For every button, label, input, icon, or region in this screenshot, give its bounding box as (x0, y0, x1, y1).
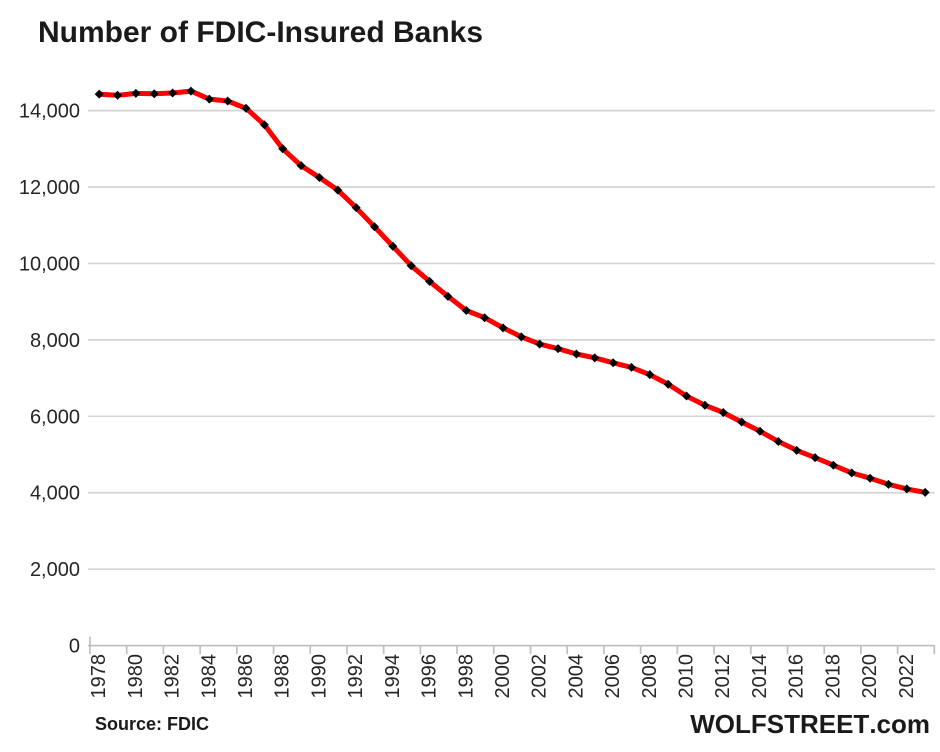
data-point-marker (186, 86, 196, 96)
data-point-marker (865, 473, 875, 483)
data-point-marker (333, 185, 343, 195)
data-point-marker (296, 161, 306, 171)
x-axis-label: 2012 (712, 654, 734, 699)
x-axis-label: 1992 (345, 654, 367, 699)
data-point-marker (626, 362, 636, 372)
data-point-marker (792, 445, 802, 455)
chart-title: Number of FDIC-Insured Banks (38, 16, 484, 49)
data-point-marker (755, 426, 765, 436)
y-axis-label: 12,000 (19, 177, 80, 199)
data-point-marker (847, 468, 857, 478)
data-point-marker (425, 276, 435, 286)
x-axis-label: 2010 (676, 654, 698, 699)
x-axis-label: 1998 (455, 654, 477, 699)
data-point-marker (553, 344, 563, 354)
source-note: Source: FDIC (95, 714, 210, 734)
y-axis-label: 4,000 (30, 483, 80, 505)
data-point-marker (406, 261, 416, 271)
data-point-marker (278, 144, 288, 154)
x-axis-label: 2022 (896, 654, 918, 699)
x-axis-label: 1982 (162, 654, 184, 699)
data-point-marker (149, 89, 159, 99)
data-point-marker (516, 332, 526, 342)
data-point-marker (204, 94, 214, 104)
data-point-marker (498, 323, 508, 333)
data-point-marker (351, 203, 361, 213)
data-point-marker (259, 120, 269, 130)
data-point-marker (223, 96, 233, 106)
brand-name: WOLFSTREET (690, 709, 870, 739)
data-point-marker (480, 313, 490, 323)
x-axis-label: 2006 (602, 654, 624, 699)
data-point-marker (571, 349, 581, 359)
data-point-marker (718, 407, 728, 417)
data-point-marker (370, 222, 380, 232)
data-point-marker (131, 88, 141, 98)
data-point-marker (828, 460, 838, 470)
y-axis-label: 0 (69, 636, 80, 658)
data-point-marker (241, 103, 251, 113)
y-axis-label: 14,000 (19, 101, 80, 123)
x-axis-label: 2020 (859, 654, 881, 699)
x-axis-label: 1990 (308, 654, 330, 699)
data-point-marker (94, 89, 104, 99)
x-axis-label: 1994 (382, 654, 404, 699)
data-point-marker (314, 172, 324, 182)
data-point-marker (645, 370, 655, 380)
x-axis-label: 2004 (565, 654, 587, 699)
wolfstreet-branding: WOLFSTREET.com (690, 709, 930, 740)
x-axis-label: 1978 (88, 654, 110, 699)
data-point-marker (737, 417, 747, 427)
x-axis-label: 1980 (125, 654, 147, 699)
y-axis-label: 8,000 (30, 330, 80, 352)
data-point-marker (535, 339, 545, 349)
x-axis-label: 2014 (749, 654, 771, 699)
x-axis-label: 2016 (786, 654, 808, 699)
y-axis-label: 2,000 (30, 559, 80, 581)
data-point-marker (883, 479, 893, 489)
data-point-marker (902, 484, 912, 494)
data-point-marker (700, 400, 710, 410)
data-point-marker (113, 90, 123, 100)
x-axis-label: 2002 (529, 654, 551, 699)
data-point-marker (920, 487, 930, 497)
y-axis-label: 10,000 (19, 253, 80, 275)
data-point-marker (608, 358, 618, 368)
x-axis-label: 2018 (822, 654, 844, 699)
data-point-marker (663, 379, 673, 389)
x-axis-label: 1984 (198, 654, 220, 699)
y-axis-label: 6,000 (30, 406, 80, 428)
brand-suffix: .com (869, 709, 930, 739)
data-point-marker (810, 453, 820, 463)
data-point-marker (682, 391, 692, 401)
data-point-marker (388, 241, 398, 251)
x-axis-label: 1996 (419, 654, 441, 699)
data-point-marker (590, 353, 600, 363)
x-axis-label: 1988 (272, 654, 294, 699)
x-axis-label: 2000 (492, 654, 514, 699)
data-point-marker (168, 88, 178, 98)
data-point-marker (773, 437, 783, 447)
data-point-marker (443, 291, 453, 301)
x-axis-label: 2008 (639, 654, 661, 699)
data-point-marker (461, 305, 471, 315)
data-series-line (96, 88, 928, 495)
x-axis-label: 1986 (235, 654, 257, 699)
